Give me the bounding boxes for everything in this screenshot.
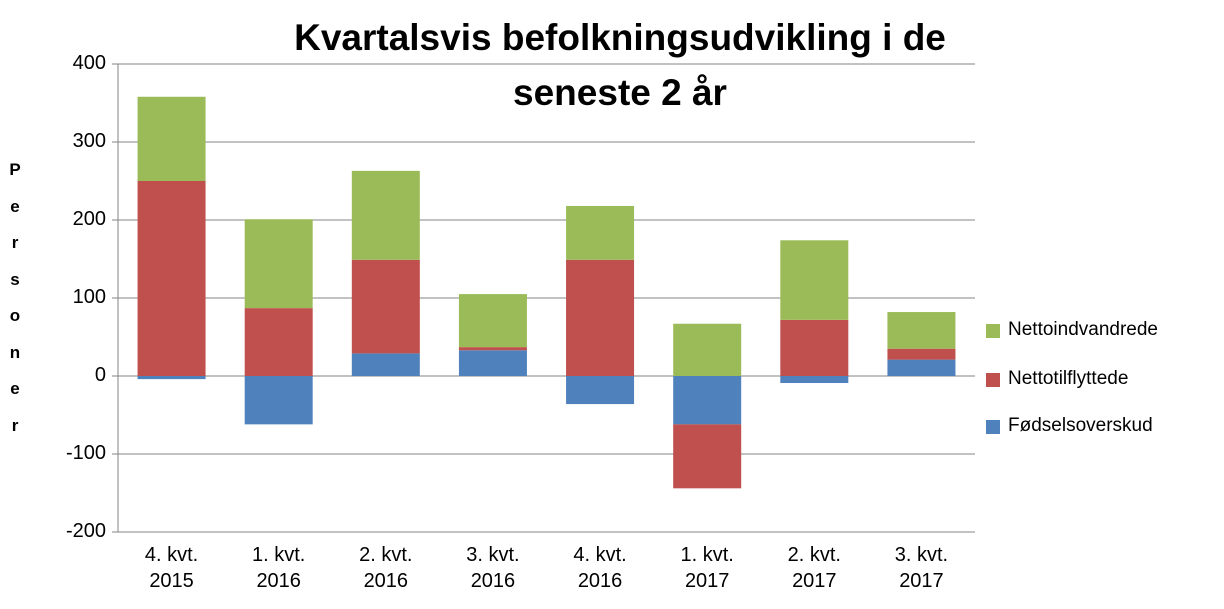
bar-segment xyxy=(458,347,527,351)
bar-segment xyxy=(887,348,956,360)
x-tick-label: 1. kvt. 2016 xyxy=(252,544,306,592)
bar-segment xyxy=(137,96,206,181)
bar-segment xyxy=(137,181,206,376)
y-tick-label: 200 xyxy=(72,208,106,230)
bar-segment xyxy=(244,219,313,309)
bar-segment xyxy=(244,308,313,376)
bar-segment xyxy=(566,205,635,260)
x-tick-label: 3. kvt. 2016 xyxy=(466,544,520,592)
x-tick-label: 4. kvt. 2015 xyxy=(144,544,199,592)
bar-segment xyxy=(566,376,635,405)
y-axis-label: Personer xyxy=(9,160,21,435)
bar-segment xyxy=(780,376,849,384)
bar-segment xyxy=(458,294,527,348)
bar-segment xyxy=(673,424,742,489)
bar-segment xyxy=(887,312,956,349)
x-tick-label: 1. kvt. 2017 xyxy=(680,544,734,592)
legend-label: Nettotilflyttede xyxy=(1008,368,1129,389)
bar-segment xyxy=(780,240,849,320)
y-tick-label: 300 xyxy=(72,130,106,152)
bar-segment xyxy=(566,259,635,376)
x-tick-label: 2. kvt. 2016 xyxy=(359,544,413,592)
bar-segment xyxy=(673,376,742,425)
x-tick-label: 3. kvt. 2017 xyxy=(894,544,949,592)
legend-label: Nettoindvandrede xyxy=(1008,319,1158,340)
y-tick-label: -100 xyxy=(65,442,106,464)
bar-segment xyxy=(673,323,742,376)
bar-segment xyxy=(137,376,206,380)
y-tick-label: 0 xyxy=(94,364,106,386)
x-tick-label: 4. kvt. 2016 xyxy=(573,544,627,592)
legend-swatch xyxy=(986,420,1000,434)
y-tick-label: 400 xyxy=(72,52,106,74)
bar-segment xyxy=(351,170,420,260)
chart-title: Kvartalsvis befolkningsudvikling i de se… xyxy=(294,17,946,113)
bar-segment xyxy=(458,350,527,376)
bar-segment xyxy=(351,259,420,354)
bar-segment xyxy=(780,319,849,376)
y-tick-label: -200 xyxy=(65,520,106,542)
legend-label: Fødselsoverskud xyxy=(1008,415,1153,436)
x-tick-label: 2. kvt. 2017 xyxy=(787,544,841,592)
legend-swatch xyxy=(986,324,1000,338)
legend-swatch xyxy=(986,373,1000,387)
bar-segment xyxy=(351,353,420,376)
bar-segment xyxy=(887,359,956,376)
y-tick-label: 100 xyxy=(72,286,106,308)
bar-segment xyxy=(244,376,313,425)
